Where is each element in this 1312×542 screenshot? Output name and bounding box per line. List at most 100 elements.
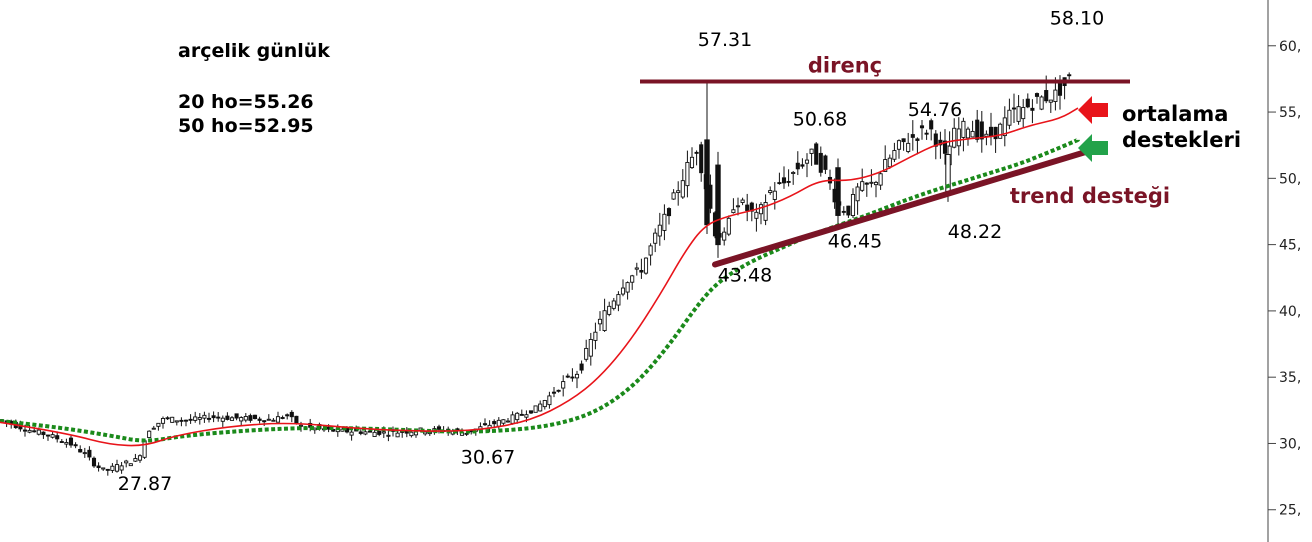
candle-body [1021,107,1026,120]
candle-body [804,159,810,164]
candle-body [45,434,51,437]
candle-body [229,417,235,421]
candle-body [151,427,156,430]
candle-body [800,164,805,167]
candle-body [262,420,267,423]
candle-body [377,430,382,435]
candle-body [367,430,373,433]
candle-body [657,224,662,237]
candle-body [611,300,616,309]
candle-body [386,434,391,437]
candle-body [625,282,630,293]
candle-body [864,182,869,185]
candle-body [381,431,386,434]
candle-body [561,381,566,389]
candle-body [887,157,892,168]
candle-body [524,414,529,418]
candle-body [515,412,520,421]
candle-body [878,173,883,186]
y-axis-ticks: 25, 30, 35, 40, 45, 50, 55, 60, [1268,39,1301,519]
candle-body [961,120,966,138]
price-label: 58.10 [1050,8,1104,30]
candle-body [55,435,60,440]
y-tick-label: 35, [1279,370,1301,386]
candle-body [809,148,814,154]
candle-body [630,275,635,283]
candle-body [910,134,915,138]
candle-body [850,194,856,217]
candle-body [137,455,143,461]
candle-body [671,192,676,200]
candle-body [395,432,400,438]
candle-body [616,294,621,306]
candle-body [533,405,538,413]
candle-body [685,161,690,187]
candle-body [1044,90,1049,102]
candle-body [528,410,534,414]
y-tick-label: 45, [1279,238,1301,254]
candle-body [602,310,607,331]
candle-body [758,204,764,215]
candle-body [970,130,975,138]
candle-body [648,245,653,256]
candle-body [607,305,612,315]
candle-body [519,413,524,416]
y-tick-label: 25, [1279,503,1301,519]
candle-body [763,202,768,221]
ma50-label: 50 ho=52.95 [178,115,314,137]
candle-body [1011,107,1017,110]
candle-body [835,167,841,216]
candle-body [275,416,281,423]
candle-body [1048,99,1053,103]
candle-body [768,190,773,194]
candle-body [579,363,584,371]
candle-body [556,389,561,392]
candle-body [160,418,166,424]
candle-body [781,177,787,184]
candle-body [547,395,552,406]
candle-body [358,431,363,434]
candle-body [220,417,225,422]
candle-body [78,448,83,453]
candle-body [105,468,110,471]
candle-body [538,403,543,412]
candle-body [372,431,377,437]
candle-body [133,458,138,462]
candle-body [860,181,865,191]
candle-body [1016,106,1021,122]
candle-body [202,414,207,419]
trend-support-line [712,148,1089,268]
y-tick-label: 55, [1279,105,1301,121]
candle-body [280,417,285,419]
price-label: 48.22 [948,221,1002,243]
candle-body [823,155,828,170]
trend-support-label: trend desteği [1010,184,1170,208]
candle-body [1002,117,1007,137]
candle-body [588,338,593,357]
candle-body [704,139,710,226]
candle-body [179,419,184,422]
candle-body [726,217,731,235]
candle-body [855,186,860,202]
candle-body [188,418,193,421]
candle-body [795,162,800,170]
candle-body [979,121,984,140]
candle-body [59,441,64,443]
candle-body [114,464,120,472]
candle-body [984,133,989,137]
candle-body [22,429,28,432]
candle-body [298,424,304,427]
candle-body [883,159,888,172]
candle-body [225,415,230,420]
candle-body [147,430,152,439]
candle-body [593,331,598,341]
candle-body [653,232,658,244]
candle-body [496,419,501,427]
candle-body [501,419,506,424]
candle-body [174,420,179,423]
candle-body [243,416,248,421]
candle-body [211,415,216,419]
ma50-line [0,137,1079,443]
candle-body [1067,74,1072,77]
